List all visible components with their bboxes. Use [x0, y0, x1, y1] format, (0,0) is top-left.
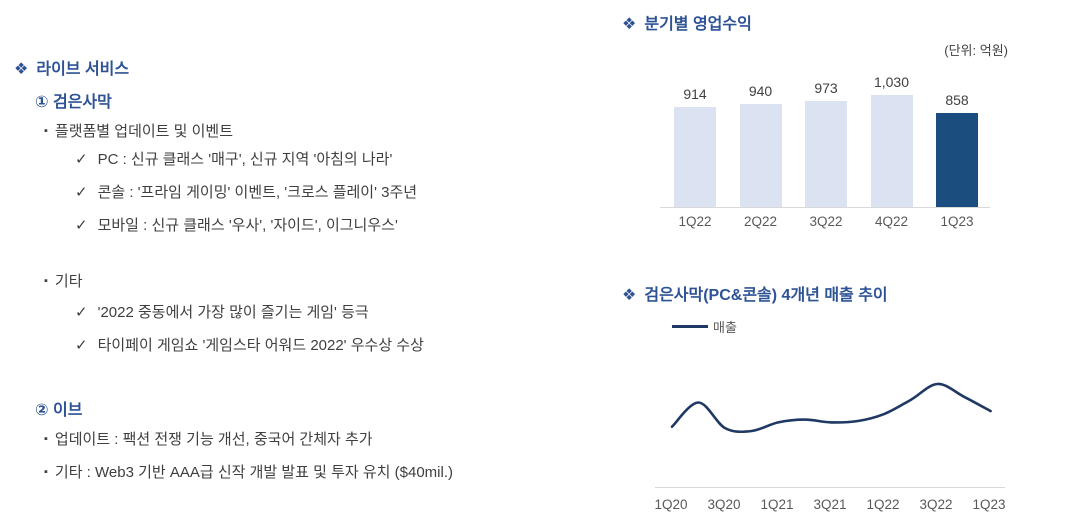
live-service-title-label: 라이브 서비스: [36, 61, 130, 78]
line-x-label: 3Q20: [707, 497, 741, 512]
line-x-label: 3Q22: [919, 497, 953, 512]
check-item-console-label: 콘솔 : '프라임 게이밍' 이벤트, '크로스 플레이' 3주년: [97, 184, 418, 201]
bar-column: 914: [674, 86, 716, 207]
platform-updates-label: 플랫폼별 업데이트 및 이벤트: [54, 123, 234, 140]
bar-value-label: 940: [748, 83, 773, 99]
bar-value-label: 973: [814, 80, 838, 96]
bar-column: 940: [739, 83, 782, 207]
check-item-mena-game: ✓ '2022 중동에서 가장 많이 즐기는 게임' 등극: [75, 301, 369, 322]
eve-update-bullet: ▪ 업데이트 : 팩션 전쟁 기능 개선, 중국어 간체자 추가: [44, 428, 373, 449]
line-chart-legend: 매출: [672, 317, 737, 336]
line-x-label: 3Q21: [813, 497, 847, 512]
square-bullet-icon: ▪: [44, 125, 48, 137]
check-item-pc: ✓ PC : 신규 클래스 '매구', 신규 지역 '아침의 나라': [75, 148, 392, 169]
revenue-line-path: [670, 382, 992, 434]
bar-column: 858: [936, 92, 978, 207]
bar-chart-plot: 914 940 973 1,030 858: [660, 74, 990, 208]
square-bullet-icon: ▪: [44, 433, 48, 445]
bar-x-label: 2Q22: [743, 214, 778, 229]
bar-column: 1,030: [870, 74, 913, 207]
square-bullet-icon: ▪: [44, 466, 48, 478]
check-item-pc-label: PC : 신규 클래스 '매구', 신규 지역 '아침의 나라': [97, 151, 393, 168]
line-x-label: 1Q23: [972, 497, 1006, 512]
legend-label: 매출: [713, 320, 737, 335]
check-item-mobile-label: 모바일 : 신규 클래스 '우사', '자이드', 이그니우스': [97, 217, 398, 234]
bar-chart-x-axis-labels: 1Q22 2Q22 3Q22 4Q22 1Q23: [660, 214, 990, 229]
bar-column: 973: [805, 80, 847, 207]
revenue-trend-chart-title: ❖ 검은사막(PC&콘솔) 4개년 매출 추이: [622, 281, 888, 305]
bar: [936, 113, 978, 207]
diamond-bullet-icon: ❖: [622, 16, 637, 33]
bar: [805, 101, 847, 207]
check-icon: ✓: [75, 184, 88, 201]
line-x-label: 1Q22: [866, 497, 900, 512]
check-icon: ✓: [75, 151, 88, 168]
line-chart-x-axis-line: [655, 487, 1005, 488]
check-item-taipei-award-label: 타이페이 게임쇼 '게임스타 어워드 2022' 우수상 수상: [97, 337, 424, 354]
check-item-taipei-award: ✓ 타이페이 게임쇼 '게임스타 어워드 2022' 우수상 수상: [75, 334, 424, 355]
diamond-bullet-icon: ❖: [14, 61, 29, 78]
check-item-console: ✓ 콘솔 : '프라임 게이밍' 이벤트, '크로스 플레이' 3주년: [75, 181, 417, 202]
bar-x-label: 1Q22: [678, 214, 712, 229]
revenue-trend-title-label: 검은사막(PC&콘솔) 4개년 매출 추이: [644, 287, 888, 304]
live-service-title: ❖ 라이브 서비스: [14, 55, 129, 79]
eve-etc-bullet: ▪ 기타 : Web3 기반 AAA급 신작 개발 발표 및 투자 유치 ($40…: [44, 461, 453, 482]
quarterly-revenue-chart-title: ❖ 분기별 영업수익: [622, 10, 752, 34]
revenue-line-chart: [670, 382, 992, 434]
etc-bullet: ▪ 기타: [44, 270, 83, 291]
check-icon: ✓: [75, 217, 88, 234]
unit-label: (단위: 억원): [944, 43, 1008, 58]
legend-line-icon: [672, 325, 708, 328]
bar-value-label: 914: [683, 86, 707, 102]
bar-x-label: 1Q23: [940, 214, 974, 229]
bar: [674, 107, 716, 207]
bar-value-label: 1,030: [873, 74, 910, 90]
eve-update-label: 업데이트 : 팩션 전쟁 기능 개선, 중국어 간체자 추가: [54, 431, 373, 448]
line-chart-x-axis-labels: 1Q20 3Q20 1Q21 3Q21 1Q22 3Q22 1Q23: [652, 497, 1008, 512]
bar-value-label: 858: [945, 92, 969, 108]
check-icon: ✓: [75, 304, 88, 321]
check-item-mena-game-label: '2022 중동에서 가장 많이 즐기는 게임' 등극: [97, 304, 369, 321]
bar-x-label: 3Q22: [809, 214, 843, 229]
line-x-label: 1Q21: [760, 497, 794, 512]
diamond-bullet-icon: ❖: [622, 287, 637, 304]
square-bullet-icon: ▪: [44, 275, 48, 287]
check-item-mobile: ✓ 모바일 : 신규 클래스 '우사', '자이드', 이그니우스': [75, 214, 398, 235]
bar: [870, 95, 913, 207]
etc-label: 기타: [54, 273, 83, 290]
bar: [739, 104, 782, 207]
bar-x-label: 4Q22: [874, 214, 909, 229]
quarterly-revenue-title-label: 분기별 영업수익: [644, 16, 752, 33]
check-icon: ✓: [75, 337, 88, 354]
line-x-label: 1Q20: [654, 497, 688, 512]
eve-etc-label: 기타 : Web3 기반 AAA급 신작 개발 발표 및 투자 유치 ($40m…: [54, 464, 453, 481]
platform-updates-bullet: ▪ 플랫폼별 업데이트 및 이벤트: [44, 120, 233, 141]
black-desert-heading: ① 검은사막: [35, 94, 112, 111]
eve-heading: ② 이브: [35, 402, 83, 419]
